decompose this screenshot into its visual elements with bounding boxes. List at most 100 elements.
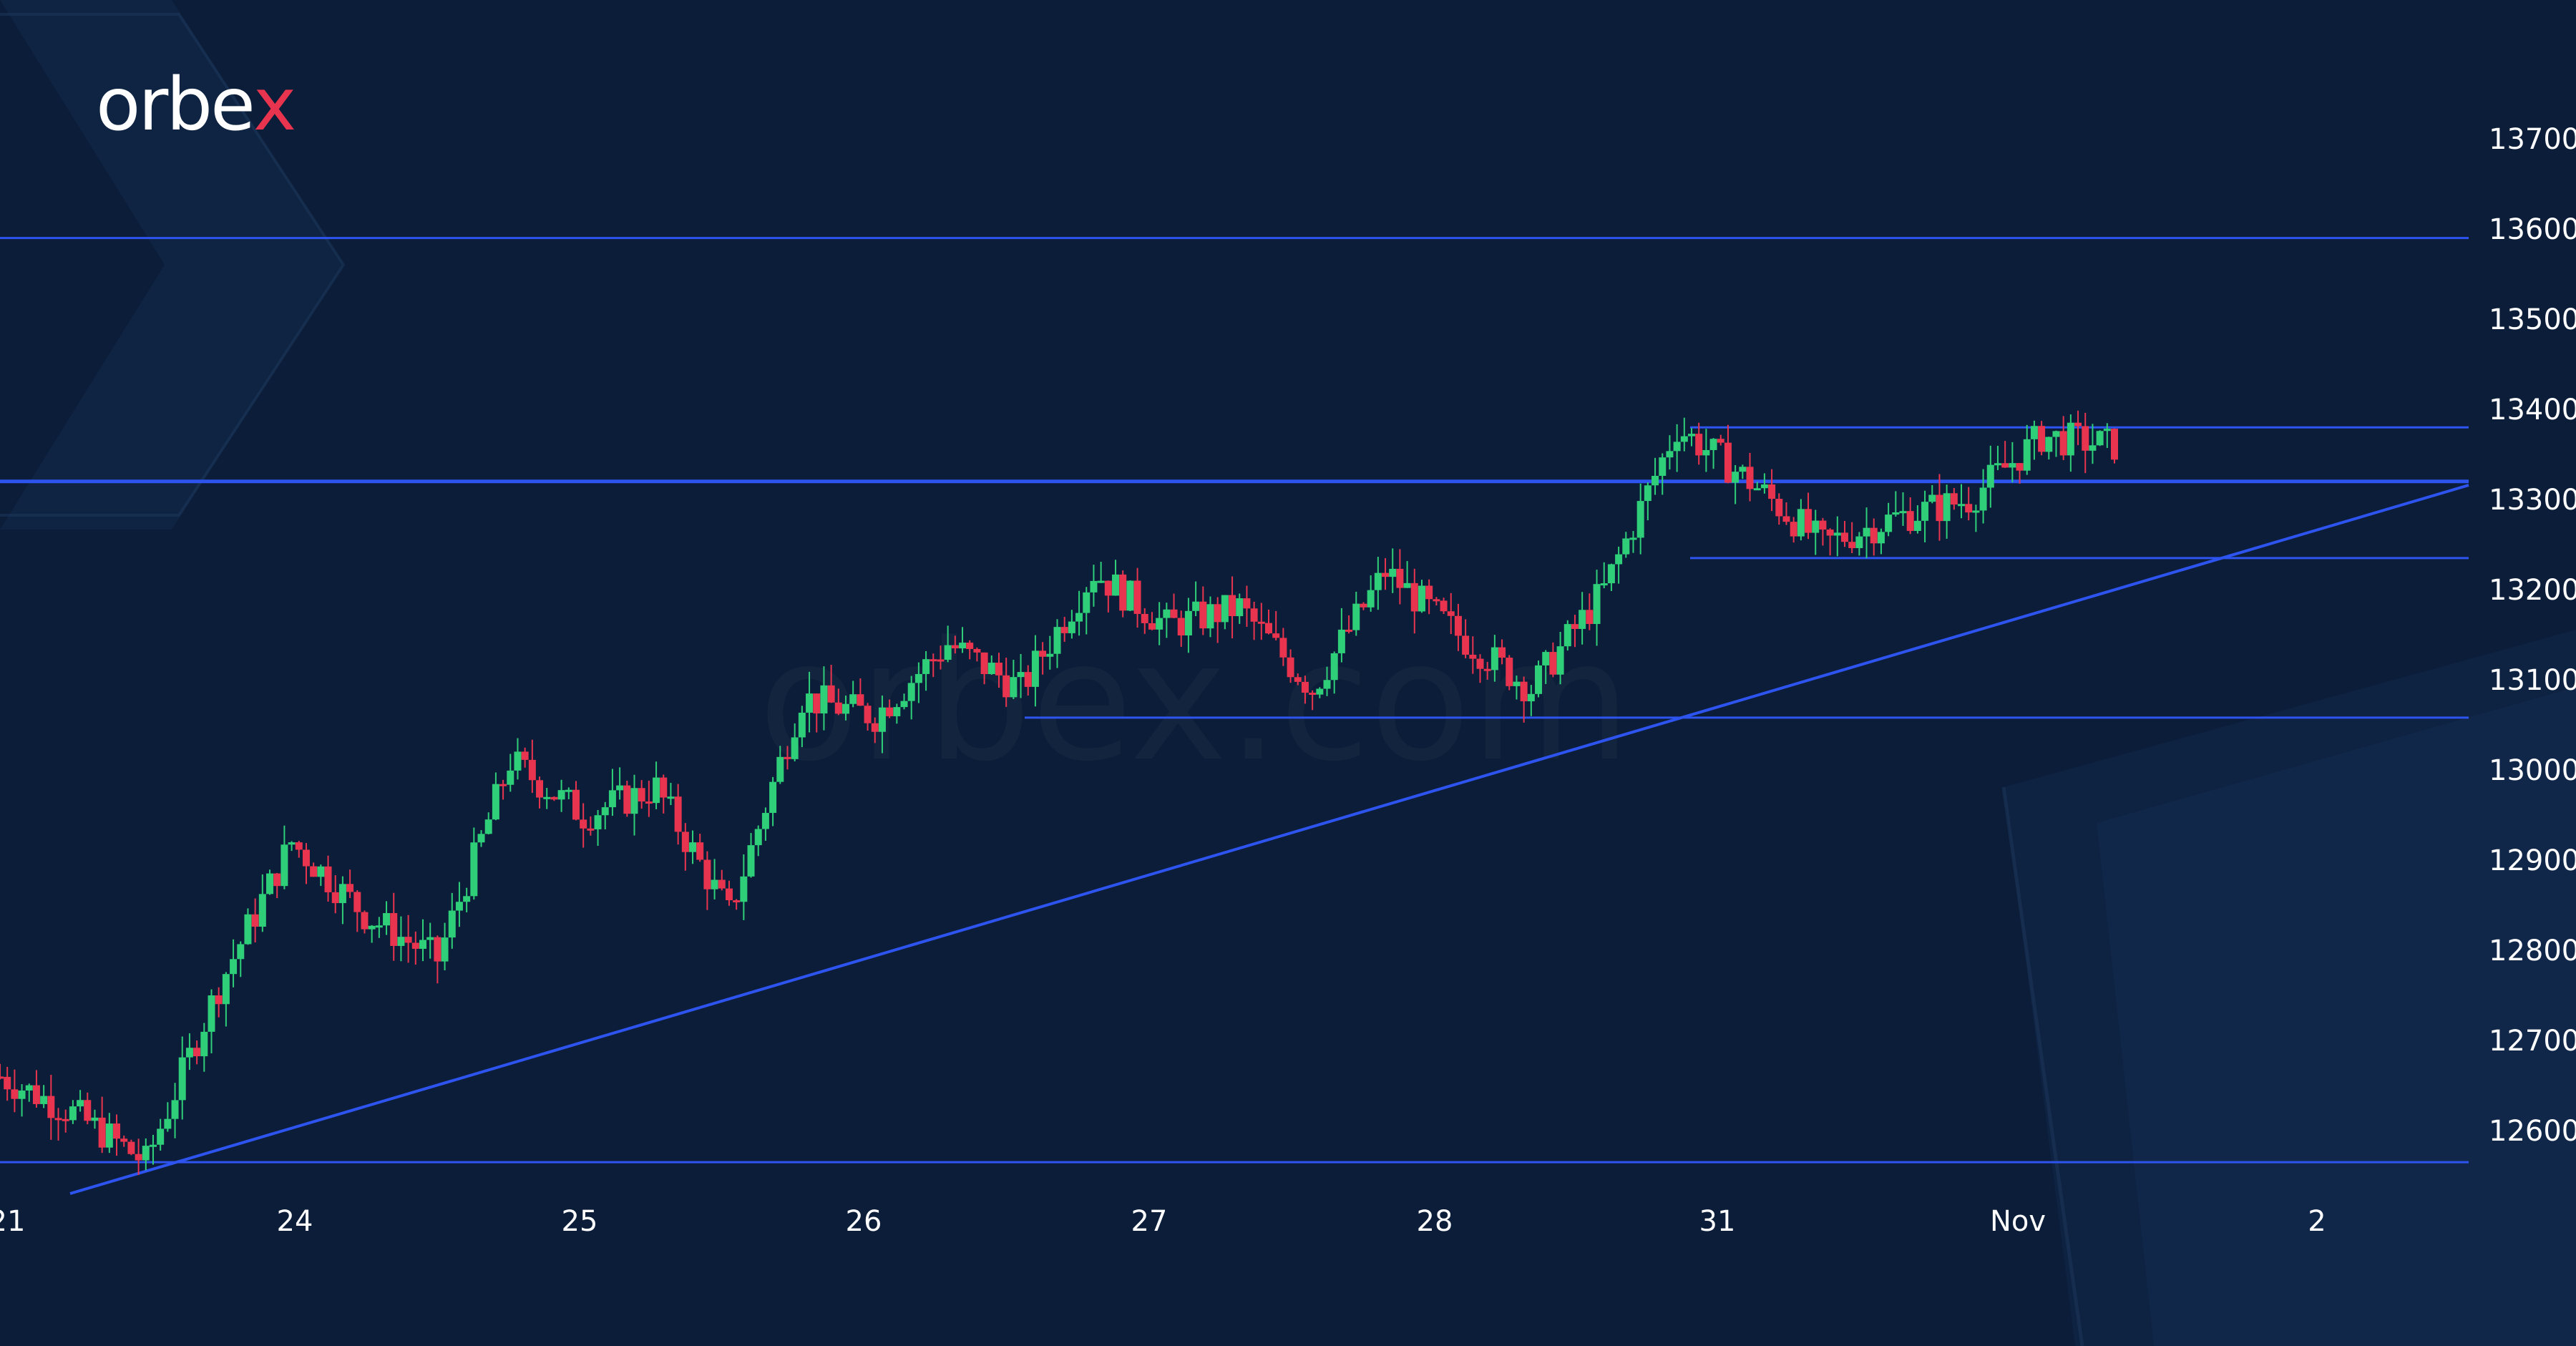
candle-body [295,842,303,850]
candle-body [1323,680,1331,689]
candle-body [834,702,842,714]
candle-body [419,940,426,949]
candle-body [1184,610,1192,636]
y-tick-label: 12600 [2489,1115,2576,1148]
candle-body [718,879,726,889]
candle-body [40,1096,48,1104]
candle-body [696,842,704,860]
candle-body [827,685,835,703]
candle-body [1797,509,1805,537]
candle-body [1709,439,1717,450]
candle-body [1053,627,1061,654]
candle-body [1680,436,1688,442]
y-tick-label: 13300 [2489,484,2576,517]
candle-body [623,785,631,814]
candle-body [470,842,478,897]
candle-body [1892,512,1900,515]
candle-body [1301,681,1309,693]
candle-body [528,759,536,781]
candle-body [733,900,741,903]
candle-body [1440,600,1448,612]
candle-body [390,913,398,946]
candle-body [1462,635,1470,655]
candle-body [1367,590,1375,608]
candle-body [653,777,660,804]
candle-body [966,643,974,650]
candle-body [1090,580,1098,592]
candle-body [135,1154,142,1161]
candle-body [317,866,325,877]
logo-wordmark: orbe [96,62,255,147]
candle-body [2009,463,2016,468]
candle-body [157,1128,165,1145]
candle-body [514,751,522,771]
candle-body [1272,633,1280,638]
candle-body [878,707,886,732]
candle-body [1790,522,1797,537]
y-tick-label: 13600 [2489,213,2576,246]
candle-body [1717,439,1724,443]
candle-body [310,866,318,877]
candle-body [857,694,864,706]
candle-body [703,859,711,889]
candle-body [1688,434,1695,437]
candle-body [1491,647,1498,670]
candle-body [383,913,391,926]
y-tick-label: 13000 [2489,754,2576,787]
candle-body [1133,580,1141,614]
candle-body [1950,493,1958,505]
candle-body [1119,574,1127,611]
candle-body [973,649,981,653]
candle-body [463,896,471,902]
candle-body [1636,501,1644,538]
candle-body [995,663,1002,676]
candle-body [1702,449,1710,456]
candle-body [1010,677,1018,698]
candle-body [1753,488,1761,491]
candle-body [1928,494,1936,502]
y-tick-label: 13700 [2489,123,2576,156]
y-tick-label: 12900 [2489,844,2576,877]
candle-body [507,770,514,785]
candle-body [77,1100,84,1107]
candle-body [434,937,441,962]
candle-body [1979,487,1987,511]
candle-body [1104,580,1112,596]
candle-body [1805,509,1813,533]
candle-body [930,659,937,662]
candle-body [580,819,587,829]
candle-body [455,902,463,911]
candle-body [178,1057,186,1101]
candle-body [1389,568,1397,577]
candle-body [1476,658,1484,669]
candle-body [1126,580,1134,611]
candle-body [244,914,252,945]
candle-body [105,1123,113,1148]
candle-body [0,1076,4,1079]
candle-body [849,694,857,704]
candle-body [711,879,718,889]
candle-body [674,796,682,832]
candle-body [1265,623,1272,634]
candle-body [47,1096,55,1118]
candle-body [1629,537,1637,540]
candle-body [1337,629,1345,653]
candle-body [914,673,922,683]
candle-body [448,910,456,938]
candle-body [426,937,434,940]
candle-body [1294,677,1302,682]
candle-body [1345,629,1353,632]
candle-body [725,888,733,901]
candle-body [185,1048,193,1058]
candle-body [1498,647,1506,658]
candle-body [2111,429,2118,460]
candle-body [1666,451,1674,458]
candle-body [237,944,245,960]
candle-body [2016,463,2024,471]
candle-body [222,974,230,1005]
candle-body [761,813,769,829]
candle-body [660,777,668,798]
candle-body [361,912,369,930]
candle-body [1659,457,1667,476]
